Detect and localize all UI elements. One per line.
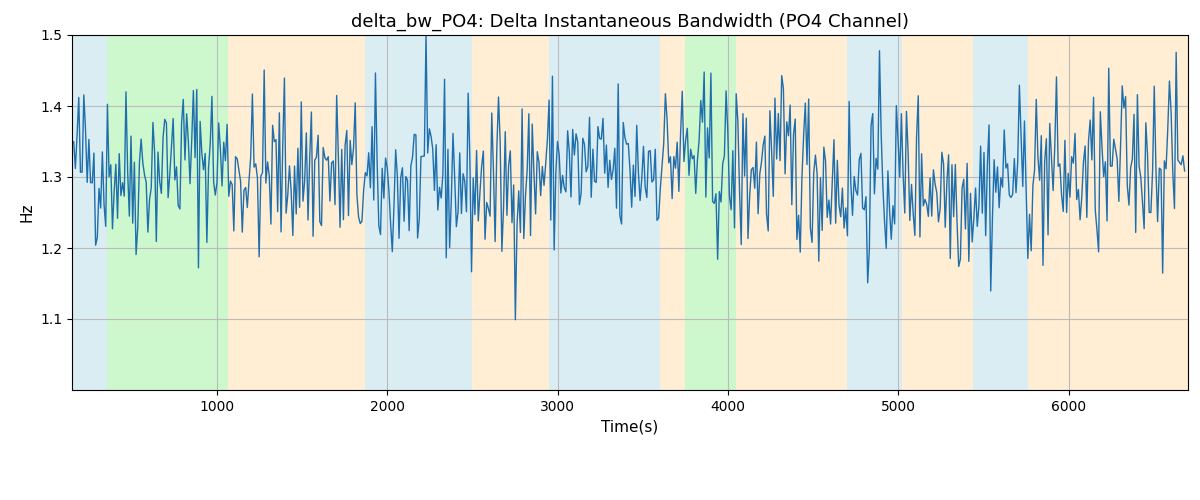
Bar <box>1028 35 1188 390</box>
Bar <box>107 35 228 390</box>
Bar <box>973 35 1028 390</box>
Bar <box>737 35 847 390</box>
Bar <box>550 35 660 390</box>
Bar <box>473 35 550 390</box>
Bar <box>847 35 901 390</box>
Bar <box>685 35 737 390</box>
Bar <box>365 35 473 390</box>
Bar <box>660 35 685 390</box>
Title: delta_bw_PO4: Delta Instantaneous Bandwidth (PO4 Channel): delta_bw_PO4: Delta Instantaneous Bandwi… <box>352 12 910 31</box>
Bar <box>228 35 365 390</box>
Bar <box>72 35 107 390</box>
X-axis label: Time(s): Time(s) <box>601 420 659 434</box>
Bar <box>901 35 973 390</box>
Y-axis label: Hz: Hz <box>19 203 35 222</box>
